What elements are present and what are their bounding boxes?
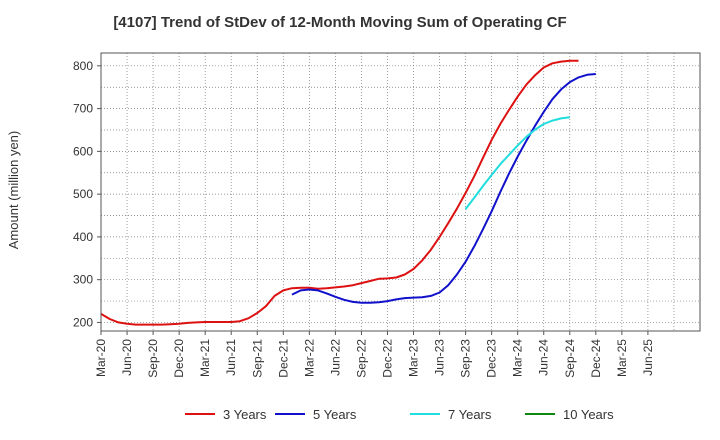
legend-label: 5 Years [313,407,357,422]
y-tick-label: 800 [73,59,93,73]
x-tick-label: Dec-22 [380,339,394,378]
x-tick-label: Mar-25 [615,339,629,377]
x-axis-ticks: Mar-20 Jun-20 Sep-20 Dec-20 Mar-21 Jun-21 Sep-… [94,331,655,378]
plot-series [100,59,596,326]
x-tick-label: Mar-22 [302,339,316,377]
legend: 3 Years 5 Years 7 Years 10 Years [185,407,614,422]
x-tick-label: Jun-25 [641,339,655,376]
legend-label: 7 Years [448,407,492,422]
x-tick-label: Mar-24 [511,339,525,377]
x-tick-label: Jun-21 [224,339,238,376]
y-tick-label: 400 [73,230,93,244]
y-tick-label: 600 [73,144,93,158]
y-tick-label: 500 [73,187,93,201]
x-tick-label: Mar-23 [407,339,421,377]
series-line-3-years [100,59,579,326]
x-tick-label: Jun-23 [433,339,447,376]
x-tick-label: Jun-24 [537,339,551,376]
x-tick-label: Jun-20 [120,339,134,376]
series-line-7-years [464,116,570,210]
x-tick-label: Sep-20 [146,339,160,378]
x-tick-label: Dec-21 [276,339,290,378]
x-tick-label: Sep-23 [459,339,473,378]
chart-title: [4107] Trend of StDev of 12-Month Moving… [113,14,566,31]
x-tick-label: Dec-24 [589,339,603,378]
x-tick-label: Dec-23 [485,339,499,378]
x-tick-label: Sep-24 [563,339,577,378]
x-tick-label: Sep-22 [354,339,368,378]
y-axis-ticks: 200 300 400 500 600 700 800 [73,59,101,329]
x-tick-label: Dec-20 [172,339,186,378]
grid [100,53,701,331]
y-tick-label: 700 [73,102,93,116]
x-tick-label: Mar-21 [198,339,212,377]
x-tick-label: Sep-21 [250,339,264,378]
plot-frame [100,52,701,332]
legend-label: 10 Years [563,407,614,422]
y-tick-label: 200 [73,315,93,329]
legend-label: 3 Years [223,407,267,422]
x-tick-label: Mar-20 [94,339,108,377]
y-tick-label: 300 [73,273,93,287]
series-line-5-years [291,73,596,304]
y-axis-label: Amount (million yen) [6,131,21,250]
x-tick-label: Jun-22 [328,339,342,376]
